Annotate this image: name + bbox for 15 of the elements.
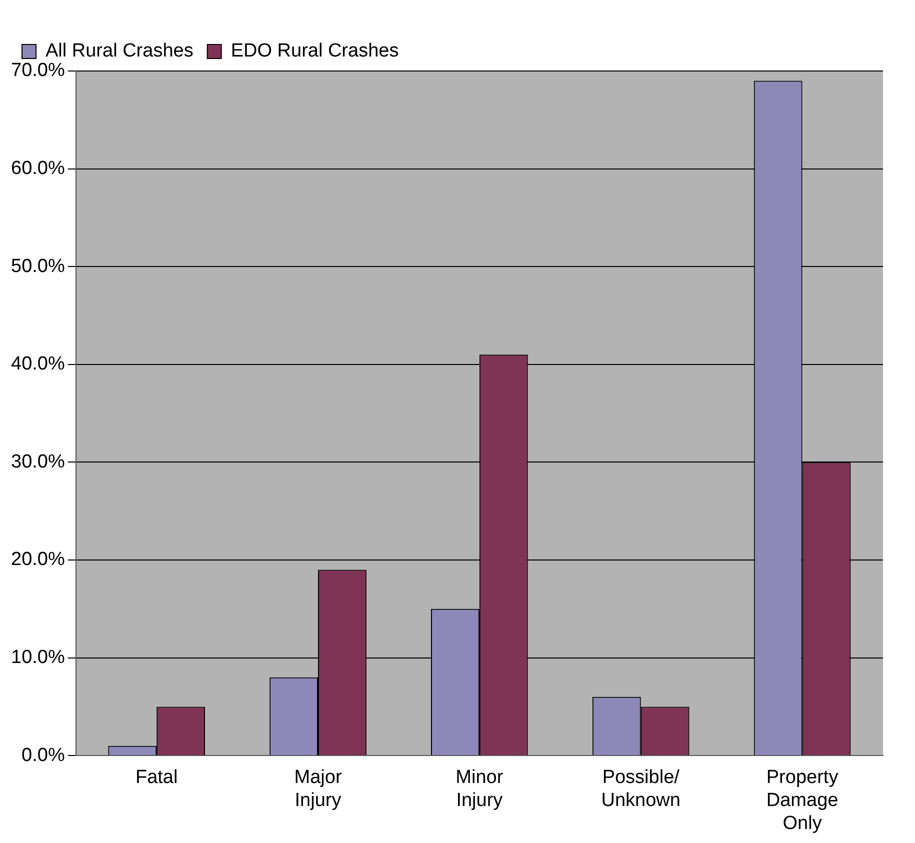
x-tick-label: Possible/ Unknown — [601, 767, 680, 812]
x-tick-label: Minor Injury — [456, 767, 504, 812]
y-tick-label: 50.0% — [11, 256, 65, 277]
legend-label: All Rural Crashes — [46, 40, 194, 62]
x-tick-label: Fatal — [135, 767, 178, 788]
y-tick-label: 60.0% — [11, 158, 65, 180]
y-tick-label: 0.0% — [22, 744, 65, 766]
y-tick-label: 40.0% — [11, 354, 65, 375]
legend-label: EDO Rural Crashes — [230, 40, 399, 62]
x-tick-label: Major Injury — [294, 767, 342, 812]
y-tick-label: 20.0% — [11, 549, 65, 570]
y-tick-label: 10.0% — [11, 647, 65, 668]
y-tick-label: 30.0% — [11, 451, 65, 472]
x-tick-label: Property Damage Only — [766, 767, 839, 834]
y-tick-label: 70.0% — [11, 60, 65, 82]
